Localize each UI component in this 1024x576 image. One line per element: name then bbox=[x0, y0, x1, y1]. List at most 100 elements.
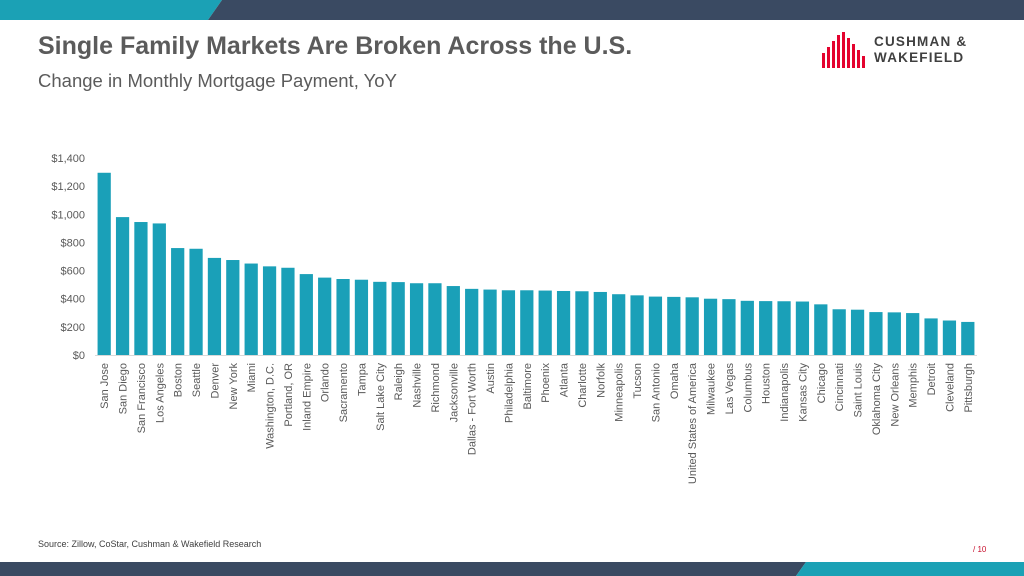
x-tick-label: Charlotte bbox=[577, 363, 589, 408]
x-tick-label: Norfolk bbox=[595, 363, 607, 398]
bar bbox=[538, 290, 552, 355]
x-tick-label: Miami bbox=[246, 363, 258, 392]
x-tick-label: Indianapolis bbox=[779, 363, 791, 422]
y-tick-label: $1,000 bbox=[51, 209, 85, 221]
x-tick-label: New Orleans bbox=[889, 363, 901, 427]
bar bbox=[299, 274, 313, 355]
bar bbox=[465, 288, 479, 355]
x-tick-label: New York bbox=[228, 363, 240, 410]
bar bbox=[593, 291, 607, 355]
bar bbox=[152, 223, 166, 355]
bar bbox=[354, 279, 369, 355]
x-tick-label: Orlando bbox=[320, 363, 332, 402]
y-tick-label: $400 bbox=[61, 294, 85, 306]
bar bbox=[814, 304, 828, 355]
bar bbox=[942, 320, 957, 355]
bottom-accent-bar bbox=[0, 562, 1024, 576]
y-tick-label: $1,400 bbox=[51, 153, 85, 165]
bar bbox=[409, 283, 424, 355]
x-tick-label: Phoenix bbox=[540, 363, 552, 403]
source-note: Source: Zillow, CoStar, Cushman & Wakefi… bbox=[38, 539, 262, 549]
bar bbox=[428, 283, 442, 355]
logo-mark-icon bbox=[822, 32, 865, 68]
bar bbox=[501, 290, 516, 355]
x-tick-label: United States of America bbox=[687, 362, 699, 484]
bar bbox=[795, 301, 810, 355]
x-tick-label: Baltimore bbox=[522, 363, 534, 409]
bar bbox=[869, 312, 883, 355]
bar bbox=[483, 289, 497, 355]
bar-chart: $0 $200 $400 $600 $800 $1,000 $1,200 $1,400 San… bbox=[51, 153, 977, 484]
x-tick-label: Columbus bbox=[742, 363, 754, 413]
x-tick-label: San Francisco bbox=[136, 363, 148, 433]
x-tick-label: Kansas City bbox=[797, 363, 809, 422]
bar bbox=[612, 294, 626, 355]
x-tick-label: Tucson bbox=[632, 363, 644, 399]
x-tick-label: San Diego bbox=[118, 363, 130, 414]
x-tick-label: Detroit bbox=[926, 363, 938, 395]
bar bbox=[446, 286, 460, 355]
x-tick-label: Houston bbox=[761, 363, 773, 404]
x-tick-label: Chicago bbox=[816, 363, 828, 403]
slide-title: Single Family Markets Are Broken Across … bbox=[38, 32, 633, 60]
x-tick-label: Denver bbox=[209, 363, 221, 399]
bar bbox=[189, 248, 203, 355]
bar bbox=[759, 301, 773, 355]
bar bbox=[171, 248, 185, 355]
x-tick-label: Jacksonville bbox=[448, 363, 460, 422]
bar bbox=[336, 279, 350, 355]
y-tick-label: $600 bbox=[61, 266, 85, 278]
x-tick-label: Portland, OR bbox=[283, 363, 295, 427]
bar bbox=[226, 260, 240, 355]
x-tick-label: Pittsburgh bbox=[963, 363, 975, 413]
x-tick-label: Las Vegas bbox=[724, 363, 736, 415]
y-axis: $0 $200 $400 $600 $800 $1,000 $1,200 $1,400 bbox=[51, 153, 977, 362]
y-tick-label: $800 bbox=[61, 237, 85, 249]
bar bbox=[850, 309, 865, 355]
x-tick-label: Austin bbox=[485, 363, 497, 394]
bar bbox=[575, 291, 589, 355]
bar bbox=[134, 222, 148, 355]
bar bbox=[207, 257, 222, 355]
bar bbox=[685, 297, 699, 355]
x-tick-label: Richmond bbox=[430, 363, 442, 413]
y-tick-label: $200 bbox=[61, 322, 85, 334]
x-tick-label: Atlanta bbox=[559, 362, 571, 397]
x-tick-label: San Jose bbox=[99, 363, 111, 409]
x-tick-label: Cleveland bbox=[944, 363, 956, 412]
x-tick-label: Saint Louis bbox=[853, 363, 865, 418]
bar bbox=[520, 290, 534, 355]
x-tick-label: Salt Lake City bbox=[375, 363, 387, 431]
slide-subtitle: Change in Monthly Mortgage Payment, YoY bbox=[38, 70, 397, 91]
logo-line-2: WAKEFIELD bbox=[874, 50, 965, 65]
x-tick-label: Nashville bbox=[412, 363, 424, 408]
bar bbox=[556, 290, 571, 355]
x-tick-label: Dallas - Fort Worth bbox=[467, 363, 479, 455]
bar bbox=[777, 301, 791, 355]
bar bbox=[262, 266, 277, 355]
x-axis-labels: San Jose San Diego San Francisco Los Angele… bbox=[99, 362, 975, 484]
x-tick-label: San Antonio bbox=[650, 363, 662, 422]
page-number: / 10 bbox=[973, 545, 987, 554]
x-tick-label: Tampa bbox=[356, 362, 368, 396]
bar bbox=[667, 296, 681, 355]
bar bbox=[961, 321, 975, 355]
x-tick-label: Milwaukee bbox=[706, 363, 718, 415]
x-tick-label: Seattle bbox=[191, 363, 203, 397]
x-tick-label: Oklahoma City bbox=[871, 363, 883, 436]
bar bbox=[630, 295, 644, 355]
y-tick-label: $1,200 bbox=[51, 181, 85, 193]
x-tick-label: Boston bbox=[173, 363, 185, 397]
logo-wordmark: CUSHMAN & WAKEFIELD bbox=[874, 34, 967, 66]
bar bbox=[832, 309, 846, 355]
x-tick-label: Philadelphia bbox=[503, 362, 515, 423]
bar bbox=[887, 312, 901, 355]
y-tick-label: $0 bbox=[73, 350, 85, 362]
x-tick-label: Sacramento bbox=[338, 363, 350, 422]
x-tick-label: Memphis bbox=[908, 363, 920, 408]
bar bbox=[97, 172, 111, 355]
bar bbox=[281, 267, 295, 355]
bars bbox=[97, 172, 975, 355]
x-tick-label: Raleigh bbox=[393, 363, 405, 400]
